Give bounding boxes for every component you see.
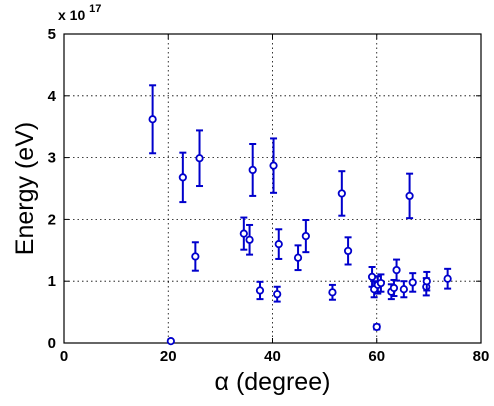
y-tick-label: 4 [48, 88, 57, 105]
x-tick-label: 0 [60, 348, 68, 365]
data-point [248, 143, 257, 197]
data-point [245, 223, 254, 256]
data-marker [399, 285, 408, 294]
data-marker [301, 231, 310, 241]
data-marker [408, 278, 417, 287]
data-point [273, 285, 282, 303]
y-axis-multiplier: x 10 17 [58, 3, 101, 23]
x-tick-label: 80 [473, 348, 490, 365]
data-point [392, 258, 401, 282]
data-marker [389, 283, 399, 293]
data-marker [293, 253, 303, 262]
data-marker [178, 173, 187, 182]
data-point [255, 280, 265, 301]
data-point [148, 84, 157, 155]
data-marker [337, 189, 346, 198]
data-marker [443, 274, 452, 283]
data-point [293, 244, 303, 272]
data-point [328, 283, 337, 301]
tick-layer: 0 20 40 60 80 0 1 2 3 4 5 [48, 26, 490, 365]
data-marker [166, 337, 175, 346]
data-marker [245, 235, 254, 244]
data-marker [422, 277, 431, 286]
x-tick-label: 20 [160, 348, 177, 365]
data-marker [376, 278, 386, 288]
x-axis-title: α (degree) [215, 368, 331, 396]
data-point [405, 172, 414, 220]
data-marker [239, 229, 248, 238]
data-point [239, 216, 248, 251]
data-point [399, 280, 408, 299]
y-multiplier-base: x 10 [58, 7, 85, 23]
data-point [337, 170, 346, 217]
data-point [274, 228, 283, 260]
data-point [443, 267, 452, 290]
data-point [191, 241, 200, 272]
data-layer [148, 84, 452, 346]
data-point [389, 278, 399, 298]
data-point [178, 151, 187, 204]
data-marker [405, 191, 414, 201]
data-point [422, 270, 431, 292]
data-marker [392, 265, 401, 275]
data-point [269, 137, 278, 194]
data-marker [255, 286, 265, 295]
data-marker [191, 252, 200, 261]
data-marker [148, 115, 157, 124]
x-tick-label: 60 [368, 348, 385, 365]
data-point [343, 236, 353, 266]
y-multiplier-exponent: 17 [89, 3, 101, 15]
data-point [166, 337, 175, 346]
y-tick-label: 1 [48, 273, 56, 290]
data-marker [372, 322, 381, 332]
data-point [408, 272, 417, 293]
data-marker [343, 246, 353, 256]
x-tick-label: 40 [264, 348, 281, 365]
y-tick-label: 3 [48, 150, 56, 167]
data-marker [328, 288, 337, 297]
data-marker [195, 154, 204, 163]
data-point [301, 219, 310, 254]
data-point [372, 322, 381, 332]
data-marker [273, 290, 282, 299]
data-marker [269, 161, 278, 170]
y-tick-label: 5 [48, 26, 56, 43]
y-tick-label: 2 [48, 211, 56, 228]
y-tick-label: 0 [48, 335, 56, 352]
data-point [376, 273, 386, 293]
data-marker [274, 240, 283, 249]
data-marker [248, 165, 257, 175]
data-point [195, 129, 204, 188]
y-axis-title: Energy (eV) [11, 122, 39, 255]
